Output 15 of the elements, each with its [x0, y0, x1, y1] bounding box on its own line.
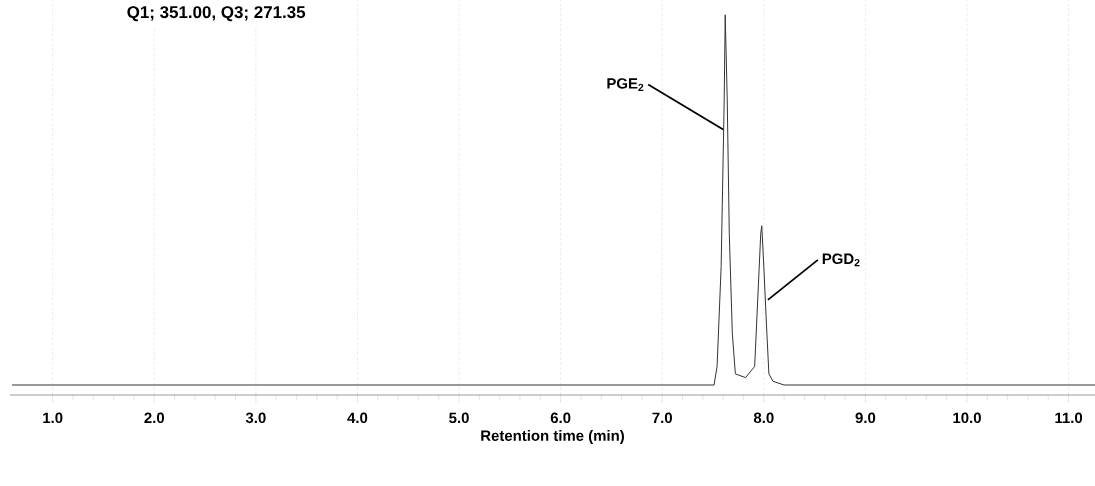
x-tick-label: 11.0	[1055, 412, 1083, 424]
x-tick-label: 7.0	[652, 412, 672, 424]
x-tick-label: 6.0	[550, 412, 571, 424]
x-tick-label: 9.0	[855, 412, 876, 424]
annotation: PGD$_{2}$	[822, 253, 860, 267]
x-tick-label: 1.0	[43, 412, 63, 424]
x-tick-label: 4.0	[347, 412, 368, 424]
x-axis-title: Retention time (min)	[481, 429, 624, 444]
x-tick-label: 5.0	[449, 412, 469, 424]
x-tick-label: 3.0	[245, 412, 266, 424]
annotation: PGE$_{2}$	[607, 78, 644, 91]
x-tick-label: 2.0	[144, 412, 165, 424]
x-tick-label: 10.0	[953, 412, 981, 424]
x-tick-label: 8.0	[753, 412, 774, 424]
chart-title: Q1; 351.00, Q3; 271.35	[127, 6, 306, 22]
